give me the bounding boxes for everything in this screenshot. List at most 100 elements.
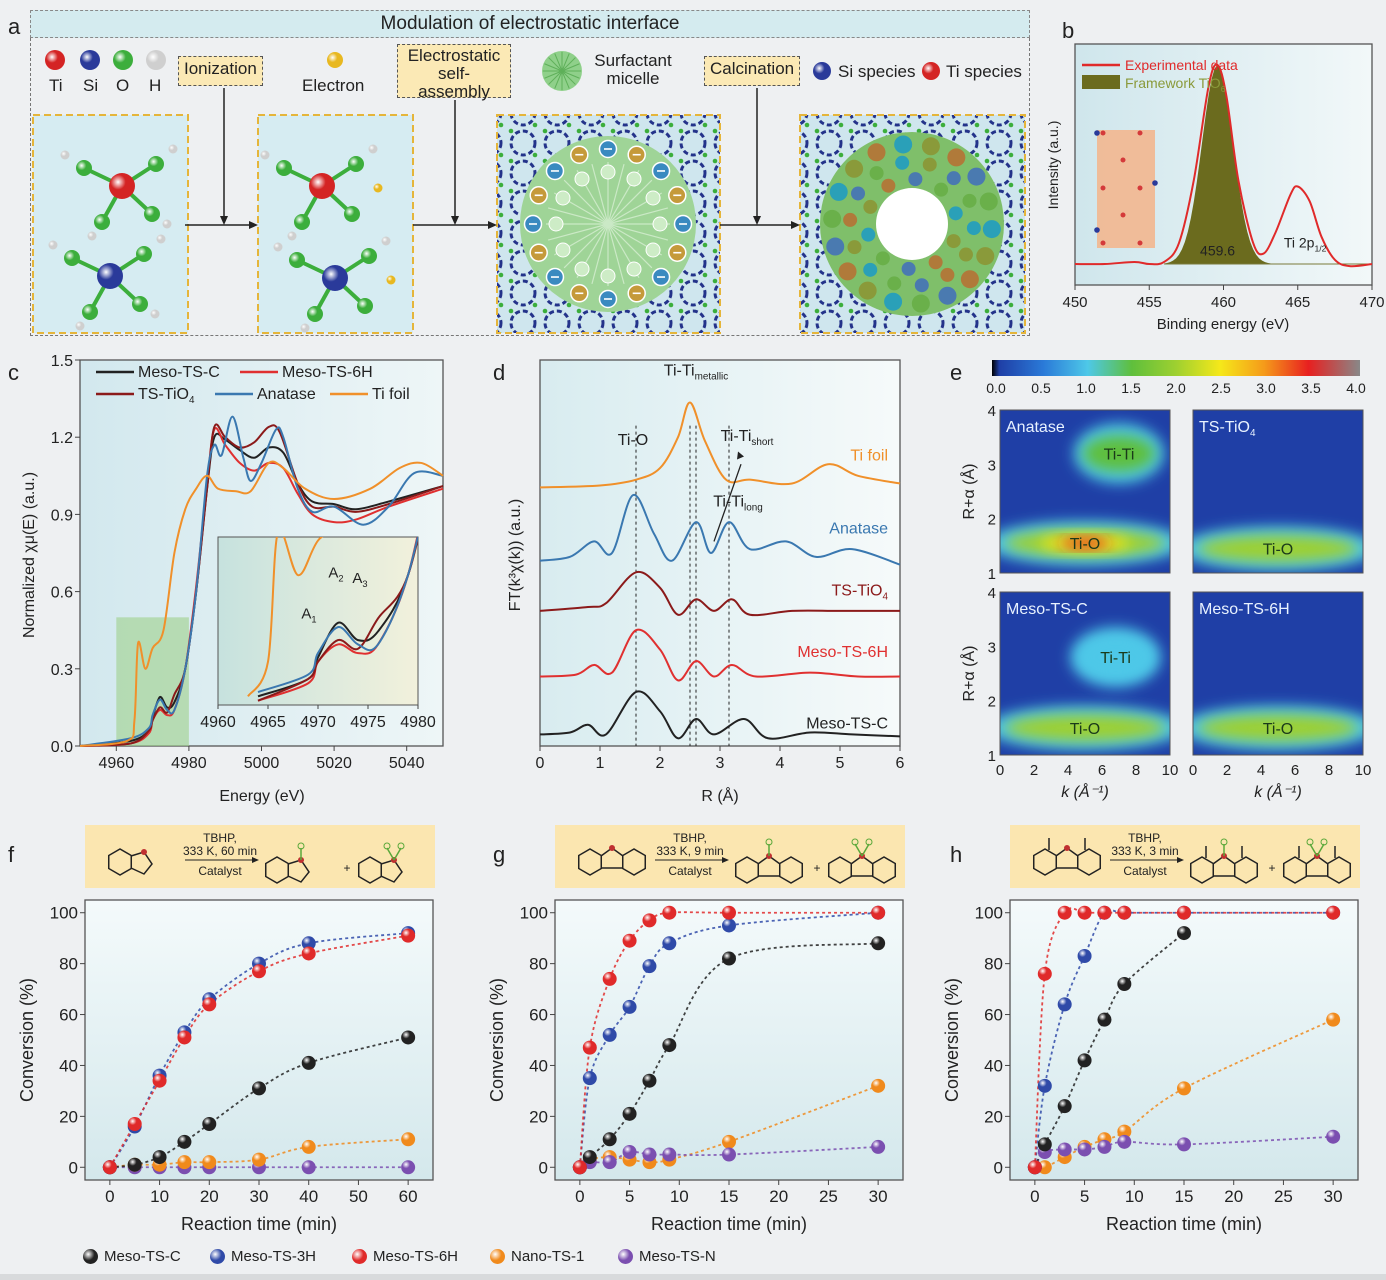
benzene-ring (1233, 856, 1259, 884)
label-text: Meso-TS-C (806, 716, 888, 733)
benzene-ring (778, 856, 804, 884)
data-point-nano-ts-1 (177, 1155, 192, 1170)
so-bond (393, 847, 402, 861)
pre-edge-highlight (116, 617, 189, 746)
x-tick-label: 5040 (389, 755, 425, 772)
y-axis-title: Normalized χμ(E) (a.u.) (21, 472, 38, 638)
colorbar-tick-label: 1.5 (1121, 380, 1141, 396)
label-text: 0 (1030, 1187, 1039, 1206)
cation-icon (574, 261, 590, 277)
species-dot (911, 294, 930, 313)
data-point-meso-ts-c (622, 1106, 637, 1121)
oxygen-atom (64, 250, 80, 266)
data-point-meso-ts-n (401, 1160, 416, 1175)
ti-site-dot (1100, 240, 1106, 246)
data-point-meso-ts-c (177, 1134, 192, 1149)
x-tick-label: 6 (1098, 762, 1106, 779)
x-tick-label: 6 (1291, 762, 1299, 779)
label-text: 1.5 (1121, 380, 1141, 396)
legend-marker-icon (352, 1249, 367, 1264)
label-text: 40 (59, 1056, 78, 1075)
arrow-head-icon (1177, 857, 1184, 863)
label-text: 0 (539, 1158, 548, 1177)
data-point-meso-ts-n (722, 1147, 736, 1162)
data-point-meso-ts-6h (102, 1160, 117, 1175)
label-text: TS-TiO (832, 582, 883, 599)
atom-legend-icon (113, 50, 133, 70)
x-tick-label: 470 (1359, 294, 1384, 311)
hydrogen-atom (287, 231, 297, 241)
data-point-meso-ts-c (1097, 1012, 1112, 1027)
so-bond (861, 843, 870, 857)
label-text: Ti-O (618, 432, 649, 449)
species-dot (947, 148, 966, 167)
y-tick-label: 60 (984, 1006, 1003, 1025)
x-tick-label: 15 (1175, 1187, 1194, 1206)
series-line-ti-foil (539, 401, 901, 489)
label-text: 20 (1224, 1187, 1243, 1206)
panel-label: Meso-TS-6H (1199, 601, 1290, 618)
reaction-plus: + (1268, 861, 1275, 875)
species-dot (967, 167, 986, 186)
label-text: 4975 (350, 714, 386, 731)
reaction-conditions: 333 K, 60 min (183, 844, 257, 858)
species-dot (829, 182, 848, 201)
species-dot (979, 192, 998, 211)
reaction-scheme-box (555, 825, 905, 888)
data-point-meso-ts-6h (1177, 905, 1191, 920)
x-tick-label: 10 (1355, 762, 1372, 779)
label-text: 5000 (244, 755, 280, 772)
panel-label: Meso-TS-C (1006, 601, 1088, 618)
label-text: 2.5 (1211, 380, 1231, 396)
micelle-label: Surfactant micelle (594, 51, 672, 88)
label-text: 0 (575, 1187, 584, 1206)
label-text: 3 (716, 755, 725, 772)
label-text: Ti-O (1070, 536, 1101, 553)
x-axis-title: Binding energy (eV) (1157, 316, 1290, 333)
legend-marker-icon (490, 1249, 505, 1264)
peak-label: Ti-Ti (1100, 650, 1131, 667)
step-ionization: Ionization (178, 56, 263, 86)
annotation-ti-2p: Ti 2p1/2 (1284, 234, 1327, 253)
data-point-nano-ts-1 (1326, 1012, 1341, 1027)
legend-marker-icon (210, 1249, 225, 1264)
y-tick-label: 40 (529, 1056, 548, 1075)
colorbar-tick-label: 0.0 (986, 380, 1006, 396)
reaction-oxidant: TBHP, (1128, 831, 1162, 845)
label-text: Reaction time (min) (181, 1214, 337, 1234)
x-tick-label: 5 (836, 755, 845, 772)
x-tick-label: 10 (1125, 1187, 1144, 1206)
y-tick-label: 2 (988, 694, 996, 711)
data-point-meso-ts-c (301, 1055, 316, 1070)
label-text: 0 (1189, 762, 1197, 779)
data-point-nano-ts-1 (1037, 1160, 1052, 1175)
species-dot (966, 221, 981, 236)
label-text: 60 (529, 1006, 548, 1025)
y-tick-label: 1 (988, 748, 996, 765)
label-text: R+α (Å) (959, 464, 978, 520)
panel-letter-f: f (8, 842, 15, 867)
x-tick-label: 30 (869, 1187, 888, 1206)
x-tick-label: 4980 (171, 755, 207, 772)
data-point-meso-ts-3h (642, 959, 657, 974)
atom-legend-icon (45, 50, 65, 70)
ti-species-icon (922, 62, 940, 80)
hydrogen-atom (162, 219, 172, 229)
label-text: k (Å⁻¹) (1254, 782, 1302, 801)
oxygen-atom (348, 156, 364, 172)
label-text: 2 (988, 694, 996, 711)
label-text: 333 K, 60 min (183, 844, 257, 858)
legend-swatch-framework (1082, 75, 1120, 89)
conversion-chart-g: TBHP,333 K, 9 min Catalyst +0 5 10 15 20 25 30 0 2… (487, 825, 905, 1234)
inset-series (247, 537, 418, 702)
x-tick-label: 6 (896, 755, 905, 772)
label-text: Experimental data (1125, 57, 1238, 73)
central-atom (309, 173, 335, 199)
legend-label: TS-TiO4 (138, 386, 195, 406)
label-text: 80 (529, 955, 548, 974)
label-text: 100 (520, 904, 548, 923)
label-text: 2 (1030, 762, 1038, 779)
atom-label-ti: Ti (49, 76, 63, 95)
arrow-head-icon (791, 221, 800, 229)
oxygen-atom-icon (765, 838, 773, 846)
